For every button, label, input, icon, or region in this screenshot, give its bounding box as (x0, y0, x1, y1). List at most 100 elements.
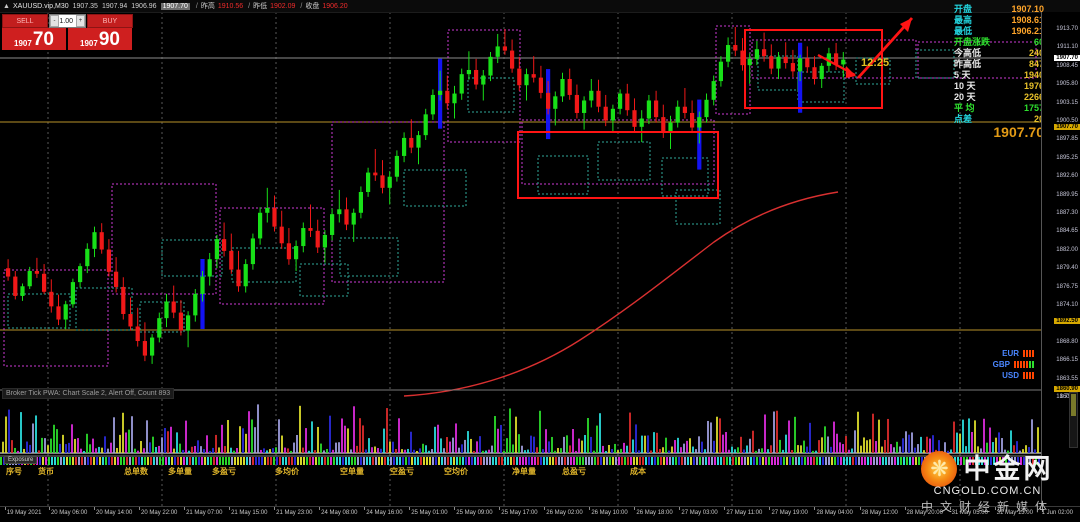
info-row-label: 5 天 (954, 70, 971, 80)
watermark-url: CNGOLD.COM.CN (933, 485, 1042, 497)
time-tick-mark (994, 507, 996, 510)
info-row-4: 今高低 240 (954, 48, 1044, 59)
exposure-column-header[interactable]: 总单数 (124, 467, 148, 476)
currency-legend-name: EUR (1002, 349, 1019, 358)
info-row-9: 平 均 1757 (954, 103, 1044, 114)
time-tick-mark (364, 507, 366, 510)
current-price-tag: 1907.70 (1054, 55, 1080, 61)
exposure-column-header[interactable]: 空单量 (340, 467, 364, 476)
time-tick-mark (139, 507, 141, 510)
exposure-column-header[interactable]: 空盈亏 (390, 467, 414, 476)
ask-price-cell[interactable]: 1907 90 (68, 28, 132, 50)
info-row-value: 2266 (1023, 92, 1044, 102)
time-tick-label: 31 May 13:00 (996, 510, 1033, 516)
price-tick: 1882.00 (1056, 246, 1078, 253)
info-row-label: 10 天 (954, 81, 976, 91)
time-annotation: 12:25 (861, 57, 890, 69)
time-tick-label: 1 Jun 02:00 (1041, 510, 1073, 516)
window-title-bar: ▲ XAUUSD.vip,M30 1907.35 1907.94 1906.96… (0, 0, 1080, 13)
time-tick-mark (4, 507, 6, 510)
currency-legend-row: USD (986, 370, 1034, 381)
info-row-0: 开盘 1907.10 (954, 4, 1044, 15)
info-row-value: 847 (1028, 59, 1044, 69)
lot-size-input[interactable]: 1.00 (59, 17, 73, 25)
time-tick-mark (94, 507, 95, 510)
currency-strength-legend: EUR GBP USD (986, 348, 1034, 381)
price-tick: 1908.45 (1056, 62, 1078, 69)
info-row-8: 20 天 2266 (954, 92, 1044, 103)
exposure-column-header[interactable]: 货币 (38, 467, 54, 476)
time-tick-label: 27 May 19:00 (771, 510, 808, 516)
exposure-column-header[interactable]: 成本 (630, 467, 646, 476)
prev-high-label: 昨高 (200, 3, 215, 10)
info-row-label: 最低 (954, 26, 973, 36)
quote-sep-1: / (195, 2, 198, 10)
exposure-column-header[interactable]: 多单量 (168, 467, 192, 476)
lot-decrease-button[interactable]: - (50, 15, 59, 27)
ohlc-open: 1907.35 (72, 2, 98, 10)
time-tick-label: 28 May 20:00 (906, 510, 943, 516)
bid-price-cell[interactable]: 1907 70 (2, 28, 66, 50)
quote-sep-3: / (300, 2, 303, 10)
statistics-info-panel: 开盘 1907.10 最高 1908.61 最低 1906.21 开盘涨跌 60 今高低 240 昨… (954, 4, 1044, 139)
currency-legend-name: USD (1002, 371, 1019, 380)
info-row-label: 点差 (954, 114, 973, 124)
red-box-mid (517, 131, 719, 199)
lot-increase-button[interactable]: + (76, 15, 85, 27)
info-row-value: 60 (1033, 37, 1044, 47)
buy-button[interactable]: BUY (87, 14, 133, 28)
time-tick-mark (589, 507, 591, 510)
exposure-column-header[interactable]: 净单量 (512, 467, 536, 476)
currency-strength-bars (1023, 350, 1034, 357)
exposure-column-header[interactable]: 序号 (6, 467, 22, 476)
price-tick: 1903.15 (1056, 99, 1078, 106)
time-tick-label: 26 May 02:00 (546, 510, 583, 516)
exposure-header-row: 序号 货币 总单数 多单量 多盈亏 多均价 空单量 空盈亏 空均价 净单量 总盈亏 成本 (0, 466, 1042, 480)
quote-sep-2: / (248, 2, 251, 10)
info-row-value: 1907.10 (1011, 4, 1044, 14)
ohlc-low: 1906.96 (131, 2, 157, 10)
time-tick-label: 21 May 15:00 (231, 510, 268, 516)
symbol-label: XAUUSD.vip,M30 (13, 2, 69, 10)
time-tick-label: 20 May 14:00 (96, 510, 133, 516)
exposure-tab[interactable]: Exposure (4, 456, 38, 464)
sell-button[interactable]: SELL (2, 14, 48, 28)
one-click-trade-panel[interactable]: SELL - 1.00 + BUY 1907 70 1907 90 (2, 14, 133, 50)
prev-low-value: 1902.09 (270, 2, 296, 10)
currency-legend-name: GBP (992, 360, 1010, 369)
info-row-1: 最高 1908.61 (954, 15, 1044, 26)
exposure-column-header[interactable]: 多均价 (275, 467, 299, 476)
time-tick-mark (409, 507, 411, 510)
subwindow-scale-tick: 1.7917 (1060, 394, 1078, 400)
gold-level-tag-bottom: 1860.90 (1054, 386, 1080, 392)
time-tick-label: 25 May 01:00 (411, 510, 448, 516)
info-row-value: 1757 (1023, 103, 1044, 113)
time-tick-mark (454, 507, 456, 510)
price-tick: 1895.25 (1056, 154, 1078, 161)
time-tick-label: 28 May 12:00 (861, 510, 898, 516)
watermark-name: 中金网 (963, 453, 1054, 484)
currency-legend-row: GBP (986, 359, 1034, 370)
time-axis[interactable]: 19 May 2021 20 May 06:00 20 May 14:00 20 Ma… (0, 506, 1080, 522)
prev-high-value: 1910.56 (217, 2, 244, 10)
watermark-top: ❋ 中金网 (921, 451, 1054, 487)
chart-canvas[interactable] (0, 12, 1042, 506)
time-tick-label: 20 May 06:00 (50, 510, 88, 516)
exposure-column-header[interactable]: 多盈亏 (212, 467, 236, 476)
info-row-label: 昨高低 (954, 59, 982, 69)
exposure-column-header[interactable]: 总盈亏 (562, 467, 586, 476)
price-tick: 1876.75 (1056, 283, 1078, 290)
info-row-value: 1940 (1023, 70, 1044, 80)
subwindow-scrollbar[interactable] (1069, 392, 1078, 448)
currency-legend-row: EUR (986, 348, 1034, 359)
gold-level-tag-upper: 1907.70 (1054, 124, 1080, 130)
price-tick: 1879.40 (1056, 265, 1078, 272)
lot-size-stepper[interactable]: - 1.00 + (49, 14, 86, 28)
info-row-6: 5 天 1940 (954, 70, 1044, 81)
exposure-column-header[interactable]: 空均价 (444, 467, 468, 476)
price-tick: 1874.10 (1056, 302, 1078, 308)
time-tick-mark (949, 507, 951, 510)
ohlc-high: 1907.94 (101, 2, 128, 10)
price-tick: 1900.50 (1056, 118, 1078, 124)
